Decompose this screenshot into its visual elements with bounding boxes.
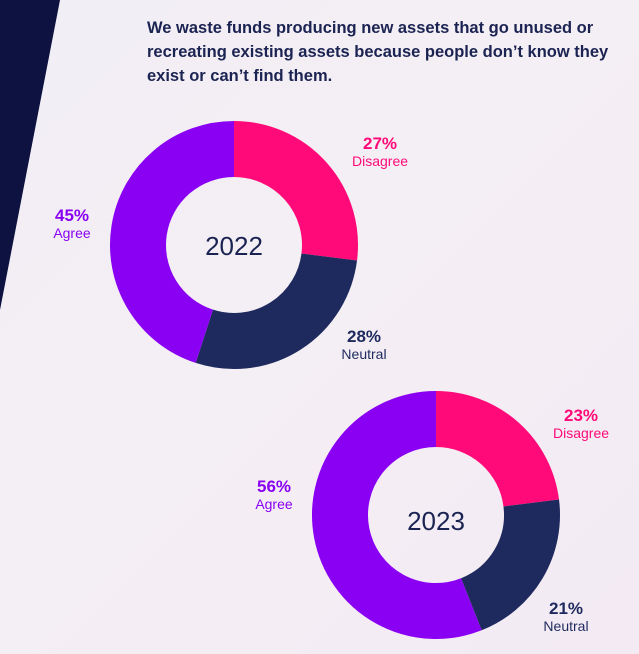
label-disagree-2023: 23% Disagree (541, 406, 621, 441)
label-disagree-2023-name: Disagree (552, 425, 610, 441)
label-neutral-2022-pct: 28% (346, 327, 382, 346)
label-agree-2022: 45% Agree (32, 206, 112, 241)
label-agree-2023-name: Agree (255, 496, 293, 512)
label-agree-2023: 56% Agree (234, 477, 314, 512)
center-year-2023: 2023 (407, 506, 465, 536)
label-disagree-2022-name: Disagree (351, 153, 409, 169)
label-neutral-2023-name: Neutral (543, 618, 589, 634)
label-disagree-2023-pct: 23% (563, 406, 599, 425)
slice-neutral-2022 (195, 252, 358, 369)
slice-disagree-2023 (434, 391, 560, 508)
label-neutral-2022-name: Neutral (341, 346, 387, 362)
label-agree-2022-name: Agree (53, 225, 91, 241)
label-neutral-2023-pct: 21% (548, 599, 584, 618)
side-stripe (0, 0, 60, 310)
slice-neutral-2023 (460, 499, 560, 631)
label-disagree-2022-pct: 27% (362, 134, 398, 153)
slice-agree-2023 (312, 391, 482, 639)
label-neutral-2022: 28% Neutral (324, 327, 404, 362)
headline: We waste funds producing new assets that… (147, 19, 609, 85)
slice-disagree-2022 (232, 121, 358, 261)
label-agree-2022-pct: 45% (54, 206, 90, 225)
slice-agree-2022 (110, 121, 235, 363)
label-agree-2023-pct: 56% (256, 477, 292, 496)
center-year-2022: 2022 (205, 231, 263, 261)
label-neutral-2023: 21% Neutral (526, 599, 606, 634)
label-disagree-2022: 27% Disagree (340, 134, 420, 169)
